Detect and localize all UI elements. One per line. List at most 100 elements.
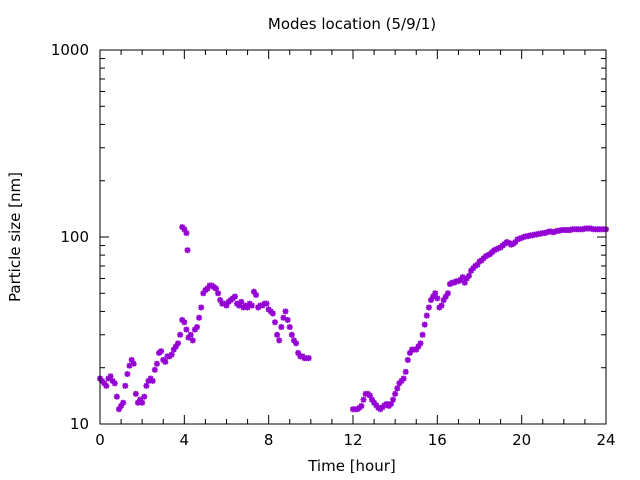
data-point [516,235,523,242]
data-point [495,245,502,252]
data-point [360,396,367,403]
data-point [524,233,531,240]
data-point [520,234,527,240]
data-point [415,343,422,350]
data-point [512,239,519,246]
data-point [149,377,156,384]
data-point [193,324,200,331]
x-tick-label-20: 20 [512,431,531,449]
data-point [189,337,196,344]
data-point [434,295,441,302]
y-tick-label-1000: 1000 [51,41,89,59]
data-point [465,272,472,279]
data-point [172,343,179,350]
data-point [126,362,133,369]
data-point [238,298,245,305]
data-point [276,337,283,344]
data-point [457,276,464,283]
data-point [181,319,188,326]
data-point [170,346,177,353]
data-point [419,331,426,338]
data-point [491,247,498,254]
data-point [413,346,420,353]
data-point [438,302,445,309]
data-point [198,304,205,311]
data-point [518,234,525,241]
data-point [278,324,285,331]
x-tick-label-0: 0 [95,431,105,449]
data-point [406,349,413,356]
data-point [280,314,287,321]
data-point [290,337,297,344]
chart-title: Modes location (5/9/1) [268,15,436,33]
data-point [134,399,141,406]
data-point [282,308,289,315]
data-point [295,349,302,356]
data-point [153,360,160,367]
data-point [432,290,439,297]
data-point [162,358,169,365]
data-point [185,334,192,341]
data-point [263,300,270,307]
data-point [181,226,188,233]
data-point [183,230,190,237]
data-point [293,340,300,347]
x-tick-label-8: 8 [264,431,274,449]
data-point [373,402,380,409]
data-point [402,368,409,375]
data-point [111,380,118,387]
data-point [508,241,515,248]
data-point [400,375,407,382]
data-point [387,400,394,407]
data-point [493,246,500,253]
data-point [236,302,243,309]
data-point [143,382,150,389]
data-point [425,304,432,311]
data-point [130,360,137,367]
data-point [514,236,521,243]
data-point [368,396,375,403]
data-point [274,331,281,338]
plot-frame [99,49,607,425]
data-point [459,274,466,281]
data-point [468,267,475,274]
data-point [217,297,224,304]
data-point [358,402,365,409]
data-point [132,390,139,397]
data-point [184,247,191,254]
data-point [244,304,251,311]
data-point [103,382,110,389]
data-point [107,373,114,380]
data-point [271,319,278,326]
y-tick-label-10: 10 [70,415,89,433]
data-point [392,390,399,397]
data-point [122,382,129,389]
data-point [177,331,184,338]
data-point [99,377,106,384]
data-point [158,348,165,355]
y-axis-title: Particle size [nm] [6,172,24,302]
x-tick-label-12: 12 [343,431,362,449]
data-point [120,399,127,406]
data-point [175,340,182,347]
data-point [305,355,312,362]
data-point [191,326,198,333]
x-tick-label-4: 4 [180,431,190,449]
data-point [141,393,148,400]
data-point [183,326,190,333]
data-point [196,314,203,321]
data-point [461,279,468,286]
data-point [200,290,207,297]
y-tick-label-100: 100 [60,228,89,246]
data-point [168,351,175,358]
data-point [288,331,295,338]
x-tick-label-24: 24 [596,431,615,449]
data-point [128,356,135,363]
data-point [366,392,373,399]
data-point [284,316,291,323]
data-point [212,285,219,292]
data-point [371,399,378,406]
data-point [113,393,120,400]
data-point [139,399,146,406]
